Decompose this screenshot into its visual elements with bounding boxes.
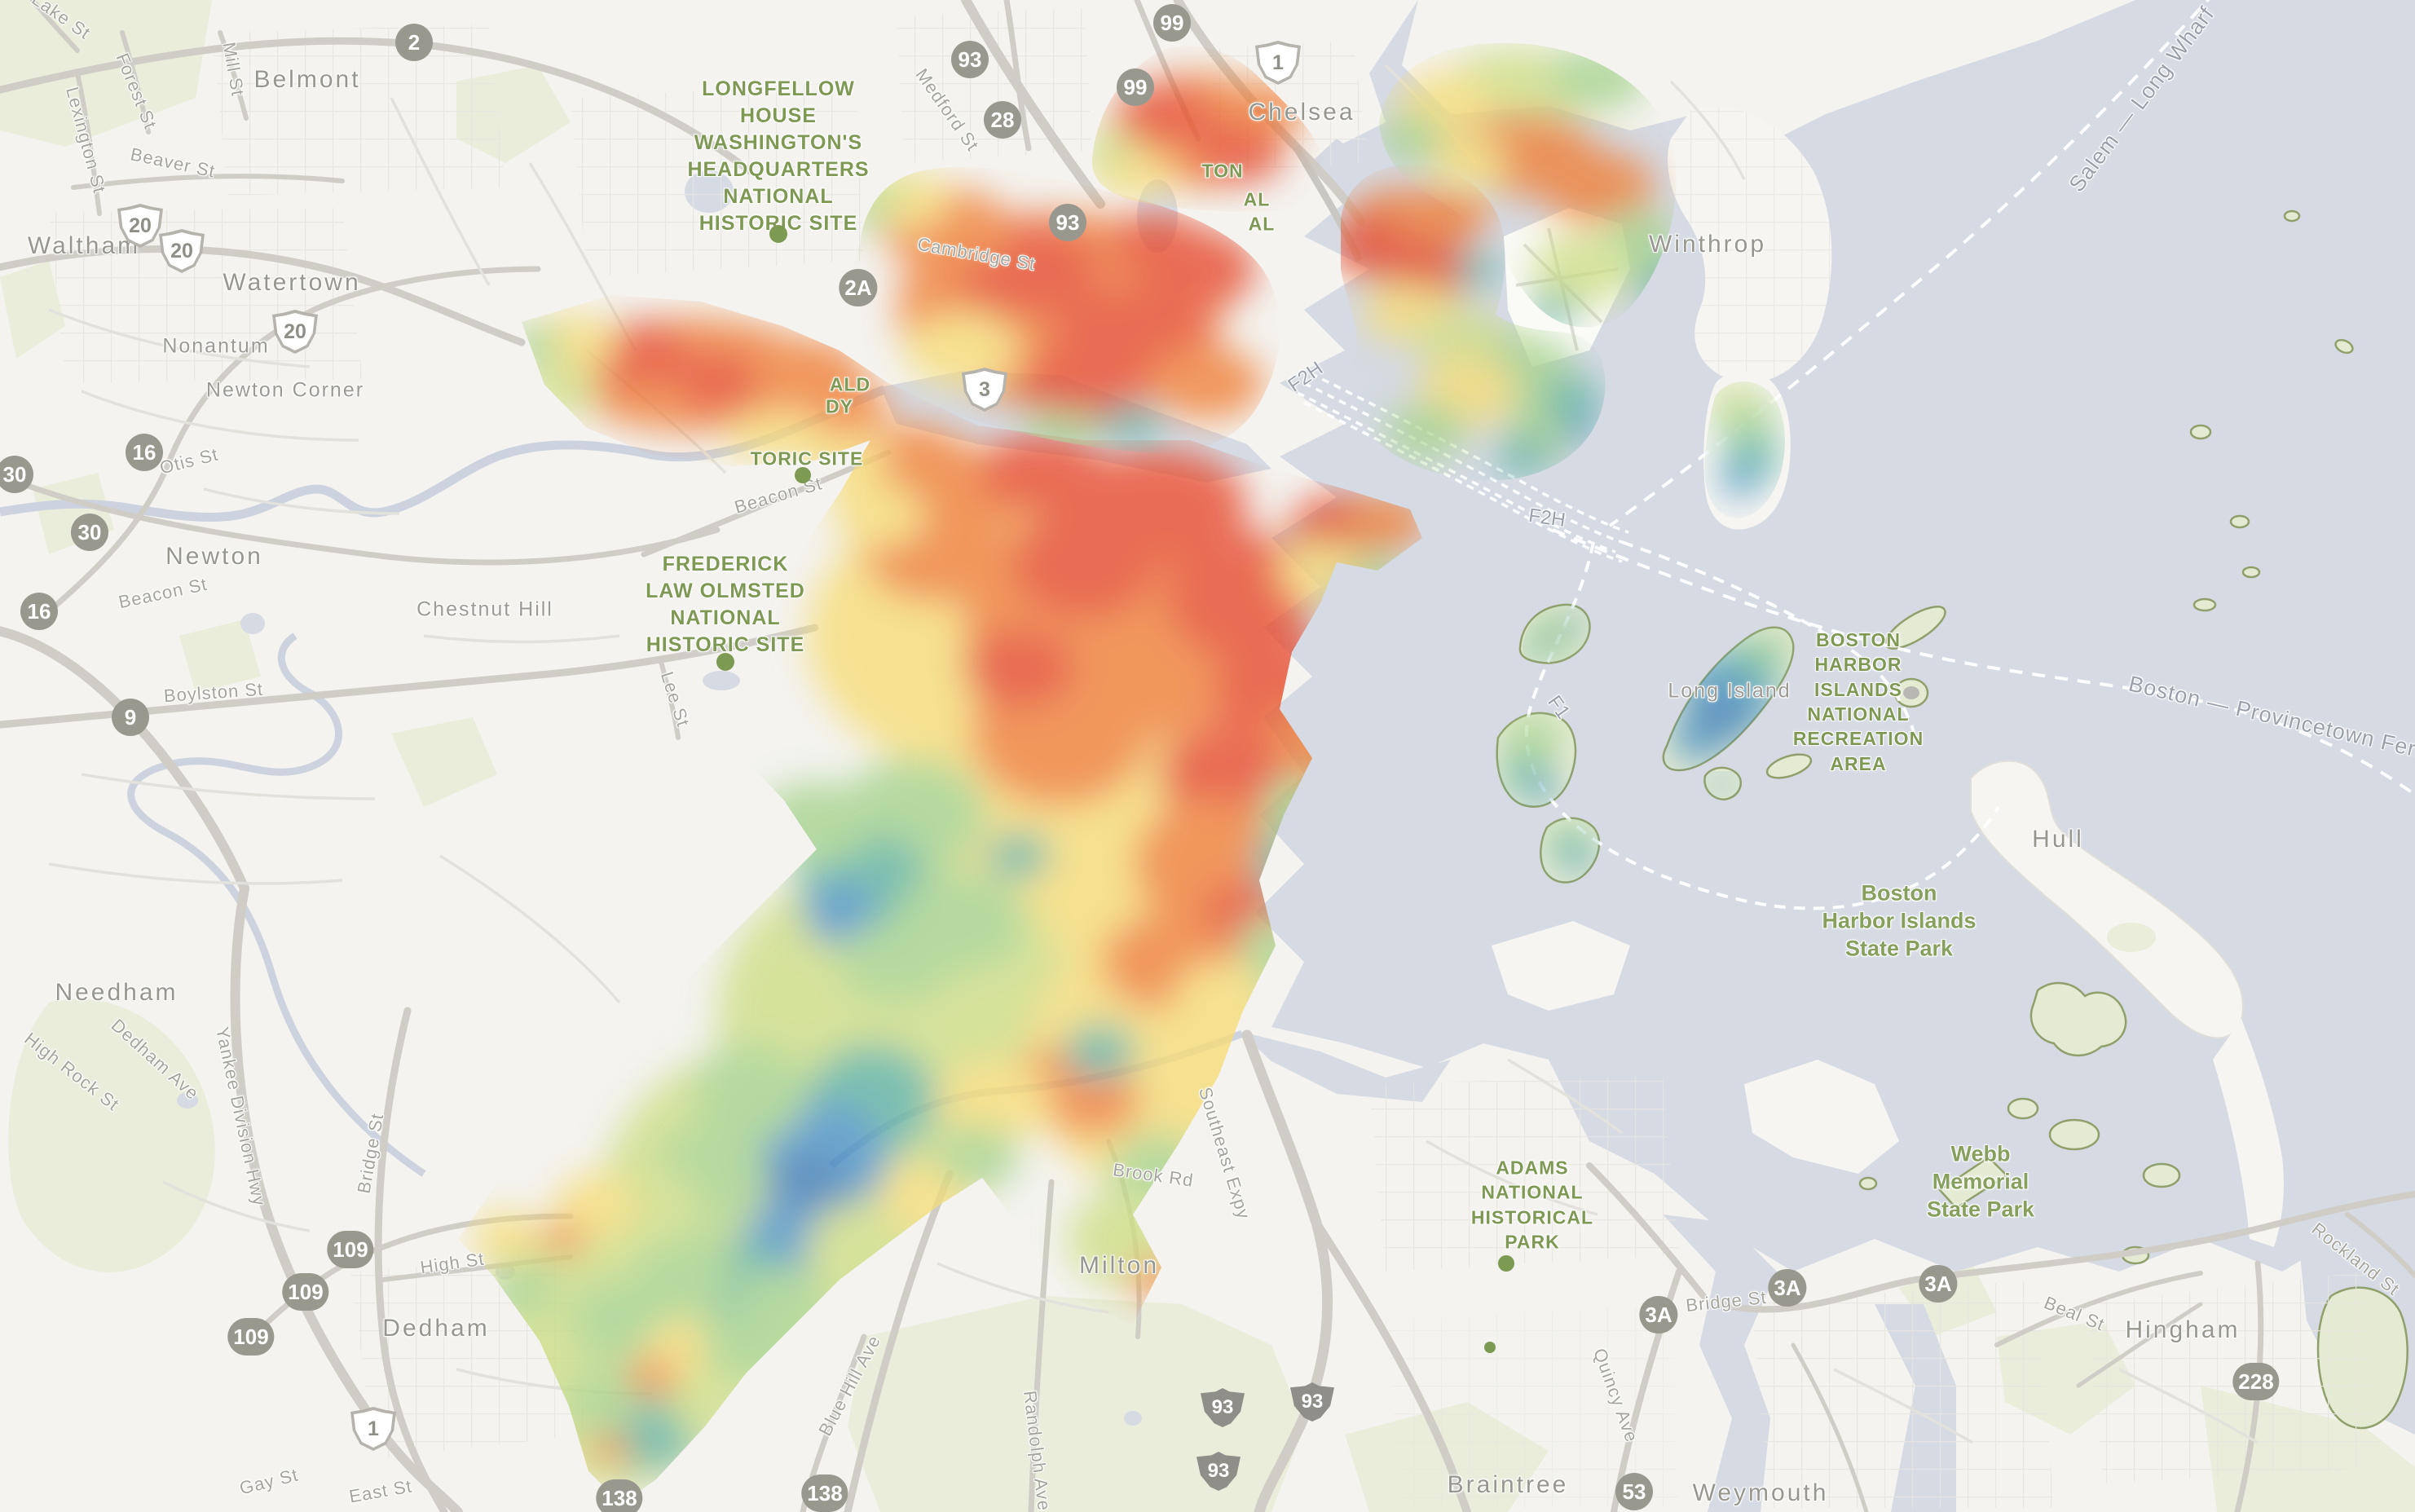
park-marker-dot (795, 467, 811, 483)
route-shield-us-1: 1 (350, 1407, 396, 1451)
route-shield-number: 1 (354, 1410, 393, 1448)
heat-region (1712, 381, 1781, 497)
route-shield-99: 99 (1153, 4, 1191, 42)
route-shield-30: 30 (0, 456, 33, 493)
route-shield-109: 109 (327, 1231, 374, 1268)
heat-region (1379, 45, 1677, 328)
park-marker-dot (716, 653, 734, 671)
park-marker-dot (1484, 1342, 1496, 1353)
route-shield-228: 228 (2232, 1363, 2280, 1400)
route-shield-3A: 3A (1768, 1269, 1807, 1307)
route-shield-109: 109 (227, 1318, 275, 1356)
route-shield-3A: 3A (1919, 1265, 1958, 1303)
route-shield-28: 28 (984, 101, 1021, 139)
route-shield-93: 93 (951, 41, 989, 78)
route-shield-2: 2 (395, 24, 433, 61)
route-shield-138: 138 (596, 1479, 643, 1512)
heat-region (1501, 715, 1561, 804)
route-shield-109: 109 (282, 1273, 329, 1311)
heat-region (1707, 776, 1736, 792)
route-shield-number: 1 (1258, 44, 1298, 82)
heat-region (473, 314, 1422, 1492)
route-shield-number: 20 (121, 207, 160, 245)
route-shield-number: 20 (275, 313, 315, 350)
heat-region (1341, 183, 1602, 477)
route-shield-93: 93 (1049, 204, 1086, 241)
heat-overlay (473, 45, 1791, 1492)
route-shield-16: 16 (126, 434, 163, 471)
route-shield-138: 138 (801, 1475, 848, 1512)
route-shield-number: 3 (965, 371, 1004, 408)
route-shield-us-1: 1 (1255, 41, 1301, 85)
route-shield-53: 53 (1615, 1473, 1653, 1510)
route-shield-number: 20 (162, 232, 201, 270)
ferry-routes-layer (1297, 0, 2415, 910)
park-marker-dot (769, 225, 787, 243)
park-marker-dot (1498, 1255, 1514, 1272)
heat-region (1523, 611, 1588, 661)
route-shield-9: 9 (112, 699, 149, 736)
route-shield-3A: 3A (1639, 1296, 1678, 1333)
route-shield-2A: 2A (839, 269, 878, 306)
route-shield-99: 99 (1117, 68, 1154, 106)
heat-region (1549, 818, 1594, 874)
route-shield-16: 16 (20, 593, 58, 630)
route-shield-30: 30 (71, 514, 108, 551)
